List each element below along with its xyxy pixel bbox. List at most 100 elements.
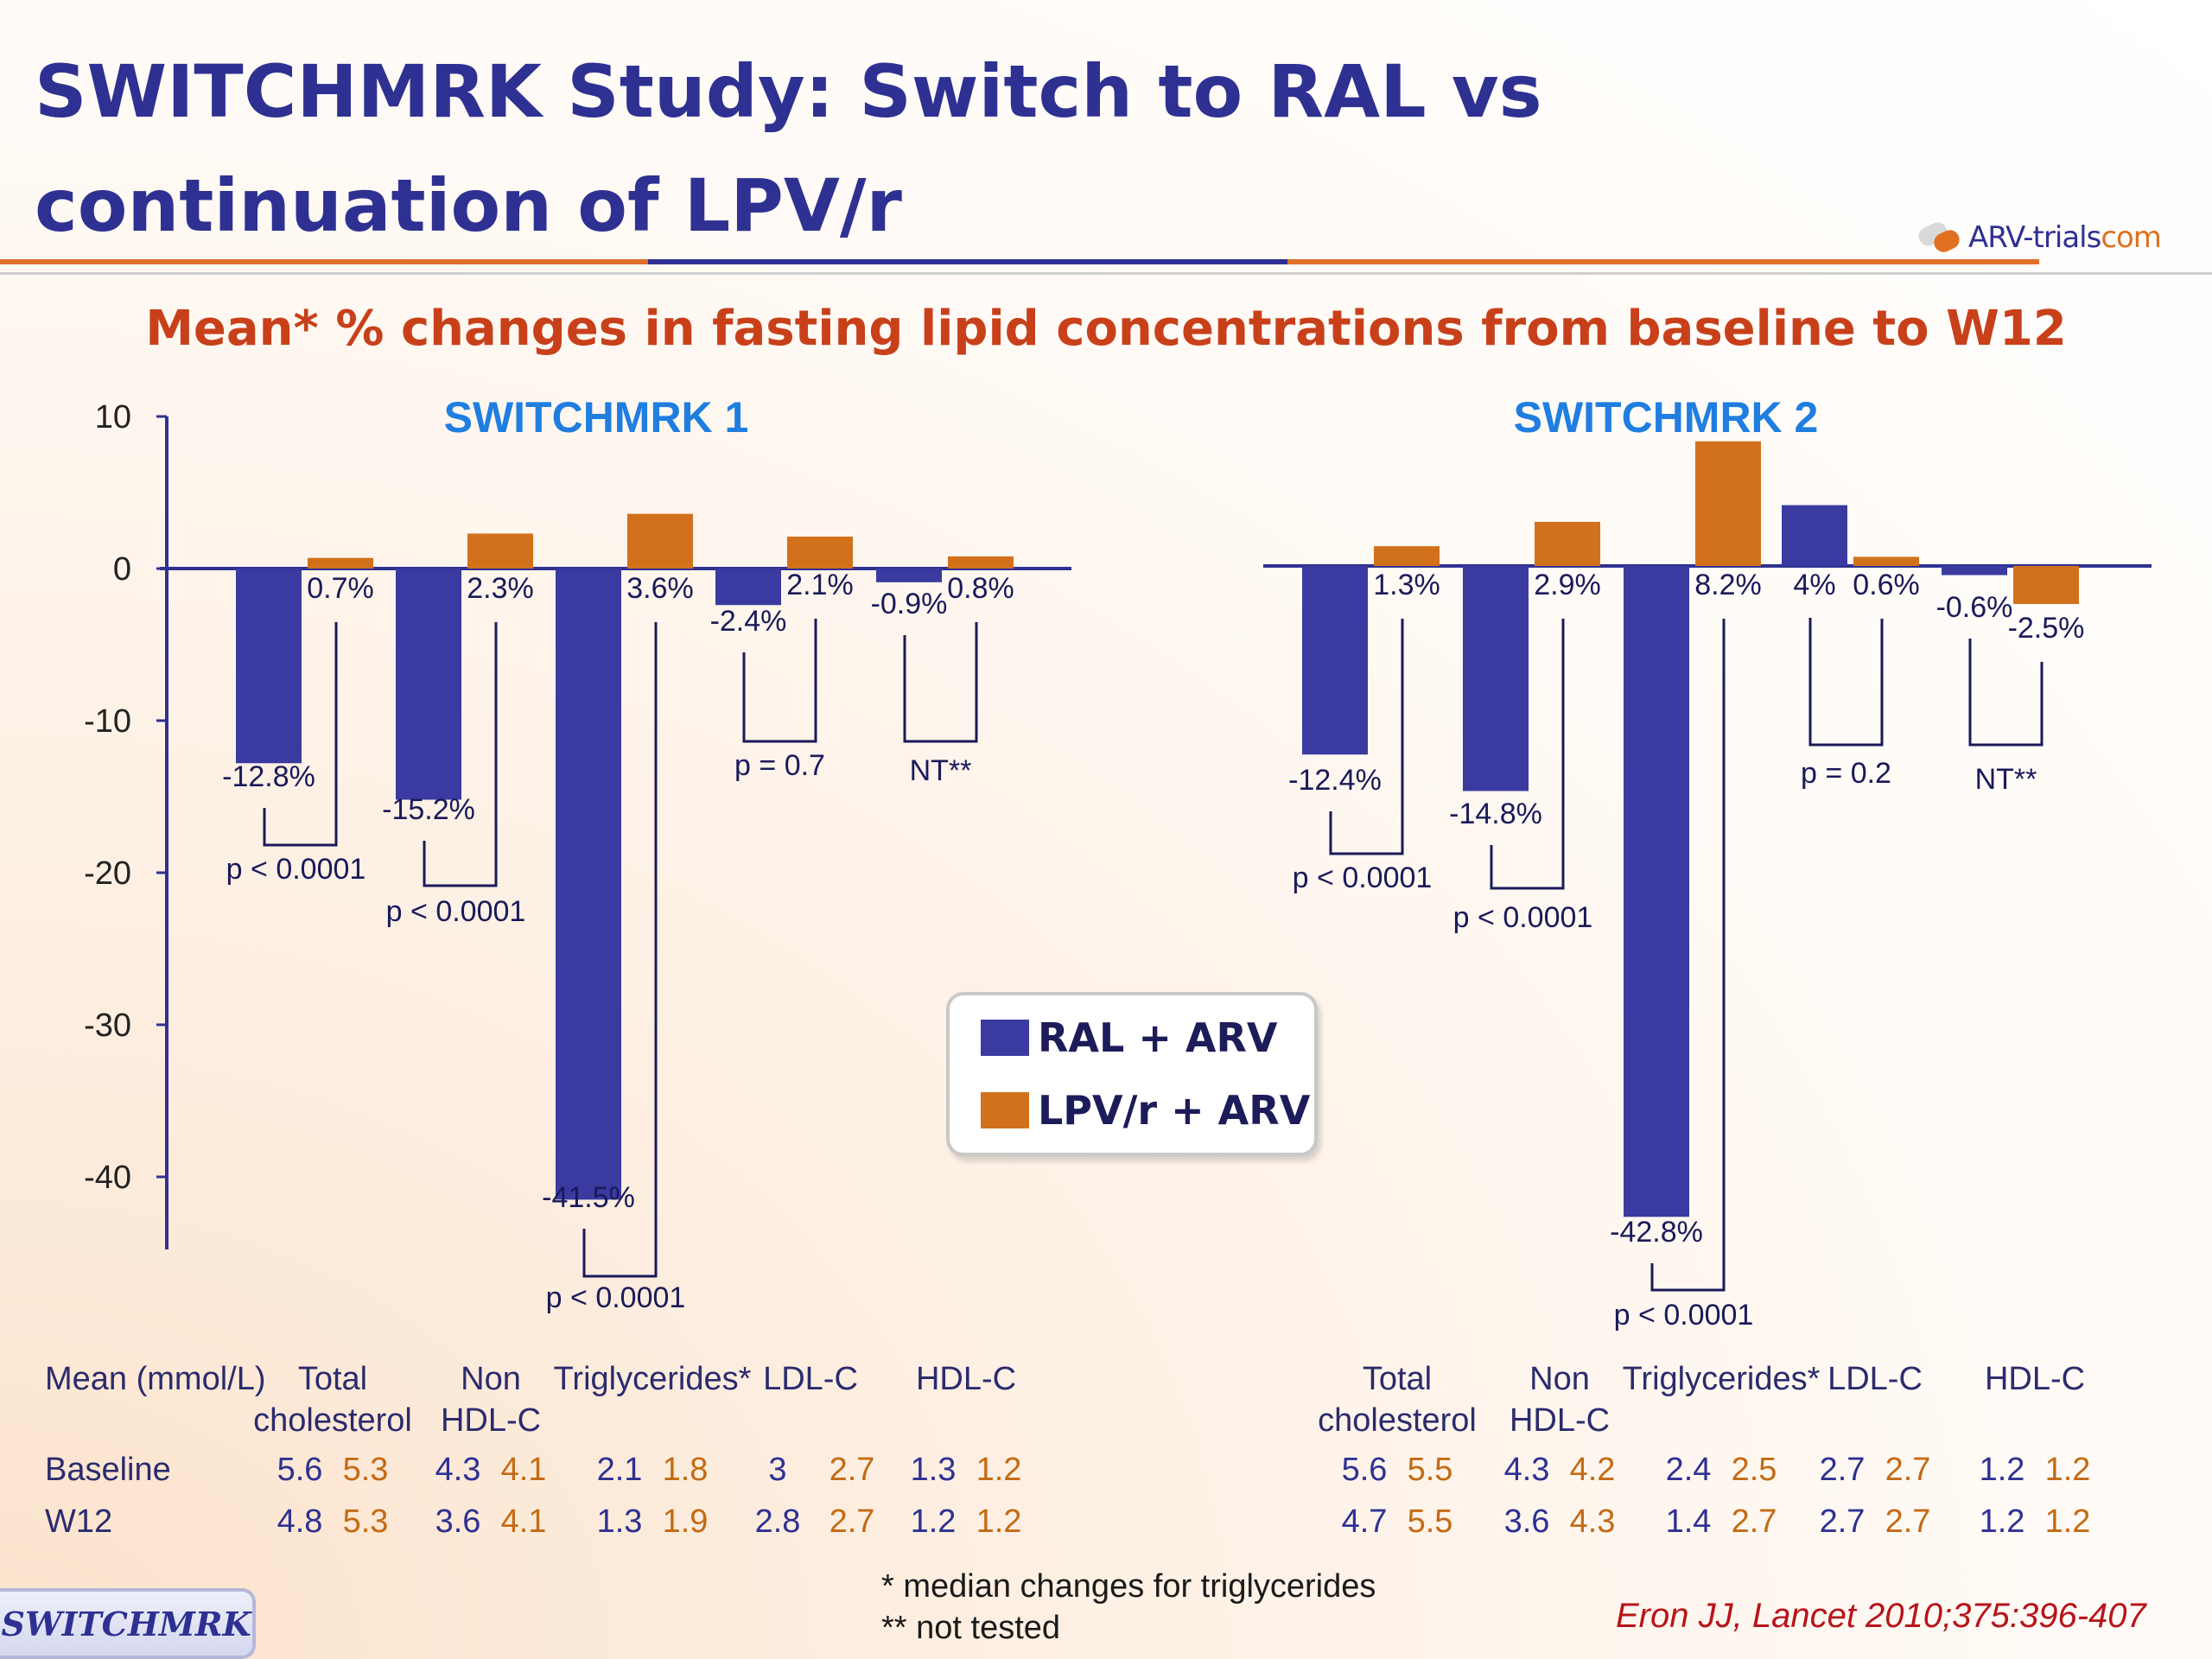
table-value-ral: 2.4	[1665, 1452, 1712, 1488]
footnotes: * median changes for triglycerides ** no…	[881, 1566, 1376, 1649]
logo-text: ARV-trials	[1968, 220, 2101, 255]
bar-lpv	[1374, 546, 1440, 566]
significance-bracket	[1490, 619, 1565, 890]
p-value-label: p < 0.0001	[226, 853, 366, 886]
table-value-lpv: 2.7	[1885, 1452, 1931, 1488]
bar-ral	[236, 569, 302, 764]
legend-item-ral: RAL + ARV	[981, 1014, 1278, 1061]
data-label-lpv: -2.5%	[2008, 612, 2085, 645]
table-value-ral: 3.6	[1503, 1503, 1550, 1540]
panel-title-2: SWITCHMRK 2	[1514, 393, 1819, 442]
bar-lpv	[1695, 441, 1761, 566]
legend-swatch-lpv	[981, 1092, 1029, 1128]
table-value-ral: 2.7	[1819, 1452, 1866, 1488]
data-label-lpv: 2.1%	[786, 569, 854, 601]
bar-lpv	[467, 533, 533, 569]
table-value-ral: 1.3	[596, 1503, 643, 1540]
logo-suffix: com	[2101, 220, 2162, 255]
table-value-ral: 3.6	[435, 1503, 481, 1540]
badge-label: SWITCHMRK	[1, 1604, 251, 1643]
table-header-cell: HDL-C	[1984, 1361, 2086, 1397]
reference: Eron JJ, Lancet 2010;375:396-407	[1616, 1597, 2146, 1635]
data-label-lpv: 2.3%	[467, 572, 534, 605]
significance-bracket	[423, 622, 498, 887]
table-value-ral: 4.7	[1341, 1503, 1388, 1540]
arv-trials-logo: ARV-trialscom	[1915, 214, 2162, 261]
bar-ral	[1302, 566, 1368, 755]
table-value-ral: 1.4	[1665, 1503, 1712, 1540]
y-tick-label: -10	[84, 703, 131, 740]
legend-item-lpv: LPV/r + ARV	[981, 1087, 1310, 1134]
data-label-ral: -12.8%	[222, 760, 315, 793]
bar-ral	[556, 569, 621, 1200]
table-value-lpv: 2.5	[1731, 1452, 1777, 1488]
table-row-label: W12	[45, 1503, 113, 1540]
title-divider	[0, 272, 2212, 275]
switchmrk-badge[interactable]: SWITCHMRK	[0, 1588, 256, 1659]
bar-ral	[1782, 505, 1847, 566]
table-value-lpv: 5.5	[1407, 1452, 1453, 1488]
y-tick-label: -30	[84, 1007, 131, 1044]
significance-bracket	[1968, 639, 2044, 747]
p-value-label: p < 0.0001	[546, 1281, 686, 1314]
table-header-cell: Total cholesterol	[253, 1361, 412, 1439]
legend-label-ral: RAL + ARV	[1038, 1014, 1278, 1061]
table-value-ral: 4.3	[435, 1452, 481, 1488]
data-label-ral: -12.4%	[1288, 764, 1382, 797]
data-label-ral: -0.9%	[871, 588, 948, 620]
significance-bracket	[1650, 619, 1726, 1292]
significance-bracket	[742, 619, 817, 743]
table-value-lpv: 5.3	[342, 1503, 389, 1540]
bar-lpv	[1535, 521, 1600, 566]
data-label-ral: 4%	[1793, 569, 1835, 601]
data-label-lpv: 1.3%	[1373, 569, 1440, 601]
table-value-ral: 3	[768, 1452, 787, 1488]
table-value-lpv: 2.7	[829, 1452, 875, 1488]
bar-ral	[876, 569, 942, 582]
table-value-lpv: 1.2	[2044, 1452, 2091, 1488]
table-value-lpv: 5.5	[1407, 1503, 1453, 1540]
table-value-lpv: 4.1	[500, 1452, 547, 1488]
p-value-label: p = 0.2	[1801, 757, 1891, 790]
significance-bracket	[263, 622, 338, 847]
table-header-cell: HDL-C	[915, 1361, 1017, 1397]
bar-ral	[715, 569, 781, 606]
y-tick-label: 10	[95, 399, 131, 435]
data-label-lpv: 2.9%	[1534, 569, 1601, 601]
data-label-lpv: 3.6%	[626, 572, 694, 605]
y-tick-label: 0	[113, 551, 131, 588]
data-label-lpv: 8.2%	[1694, 569, 1762, 601]
table-value-ral: 2.8	[754, 1503, 801, 1540]
bar-lpv	[2013, 566, 2079, 604]
data-label-lpv: 0.7%	[307, 572, 374, 605]
bar-ral	[1942, 566, 2007, 575]
table-value-lpv: 2.7	[1731, 1503, 1777, 1540]
data-label-ral: -2.4%	[710, 605, 787, 638]
table-value-lpv: 1.2	[976, 1452, 1022, 1488]
bar-ral	[396, 569, 461, 800]
p-value-label: p < 0.0001	[386, 895, 526, 928]
y-tick-label: -40	[84, 1160, 131, 1196]
table-header-cell: LDL-C	[763, 1361, 858, 1397]
bar-lpv	[1853, 556, 1919, 566]
chart-legend: RAL + ARV LPV/r + ARV	[946, 992, 1318, 1156]
slide-title: SWITCHMRK Study: Switch to RAL vs contin…	[35, 49, 1542, 248]
table-value-lpv: 1.9	[662, 1503, 709, 1540]
bar-ral	[1463, 566, 1529, 791]
table-value-lpv: 1.2	[976, 1503, 1022, 1540]
table-value-lpv: 1.2	[2044, 1503, 2091, 1540]
table-row-label: Baseline	[45, 1452, 171, 1488]
table-header-cell: Total cholesterol	[1318, 1361, 1477, 1439]
table-value-ral: 4.8	[276, 1503, 323, 1540]
data-label-ral: -41.5%	[542, 1181, 635, 1214]
table-value-lpv: 5.3	[342, 1452, 389, 1488]
bar-lpv	[948, 556, 1014, 569]
table-header-cell: Triglycerides*	[1622, 1361, 1821, 1397]
significance-bracket	[1329, 619, 1404, 855]
data-label-ral: -0.6%	[1936, 591, 2013, 624]
table-value-ral: 1.2	[910, 1503, 957, 1540]
chart-subtitle: Mean* % changes in fasting lipid concent…	[145, 301, 2067, 357]
table-value-lpv: 1.8	[662, 1452, 709, 1488]
table-value-ral: 4.3	[1503, 1452, 1550, 1488]
